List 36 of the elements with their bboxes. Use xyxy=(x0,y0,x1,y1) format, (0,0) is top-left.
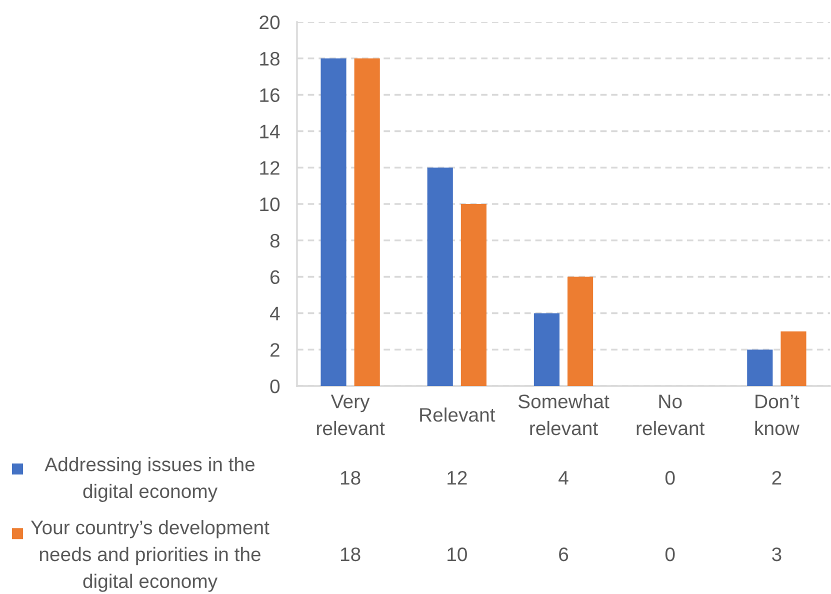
y-tick-label: 10 xyxy=(260,197,280,212)
x-tick-label: Don’t know xyxy=(755,394,800,436)
data-label: 0 xyxy=(665,547,675,562)
y-tick-label: 12 xyxy=(260,161,280,175)
bar xyxy=(460,204,486,386)
y-tick-label: 16 xyxy=(260,88,280,102)
x-tick-label: Relevant xyxy=(420,407,496,422)
data-label: 3 xyxy=(772,547,782,562)
x-tick-label: Somewhat relevant xyxy=(518,394,610,436)
y-tick-label: 4 xyxy=(270,306,280,320)
data-label: 12 xyxy=(448,470,467,485)
bar xyxy=(320,58,346,386)
data-label: 18 xyxy=(340,470,360,485)
legend-label: Your country’s development needs and priorities in the digital economy xyxy=(30,520,270,592)
bar xyxy=(534,313,560,386)
data-label: 2 xyxy=(772,470,782,485)
y-tick-label: 2 xyxy=(270,343,280,357)
y-tick-label: 0 xyxy=(270,379,280,394)
bar xyxy=(354,58,380,386)
x-tick-label: No relevant xyxy=(636,394,705,436)
y-tick-label: 6 xyxy=(270,270,280,284)
legend-label: Addressing issues in the digital economy xyxy=(44,457,255,502)
bar xyxy=(427,168,453,386)
data-label: 4 xyxy=(558,471,568,485)
y-tick-label: 8 xyxy=(270,234,280,248)
y-tick-label: 14 xyxy=(260,124,280,138)
bar xyxy=(780,331,806,386)
y-tick-label: 20 xyxy=(260,15,280,30)
y-tick-label: 18 xyxy=(260,52,280,66)
bar xyxy=(747,350,773,386)
data-label: 18 xyxy=(340,547,360,562)
data-label: 10 xyxy=(448,547,467,562)
data-label: 0 xyxy=(665,470,675,485)
data-label: 6 xyxy=(559,547,568,562)
bar xyxy=(567,276,594,386)
x-tick-label: Very relevant xyxy=(317,394,385,436)
